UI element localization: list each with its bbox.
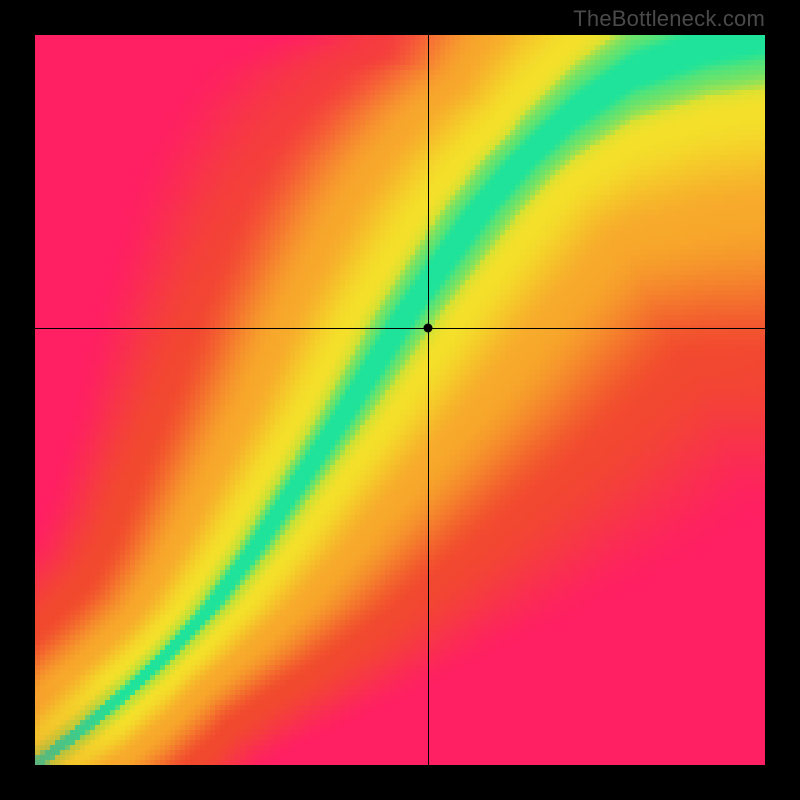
watermark-text: TheBottleneck.com: [573, 6, 765, 32]
plot-area: [35, 35, 765, 765]
crosshair-horizontal: [35, 328, 765, 329]
heatmap-canvas: [35, 35, 765, 765]
crosshair-vertical: [428, 35, 429, 765]
crosshair-marker: [423, 323, 432, 332]
